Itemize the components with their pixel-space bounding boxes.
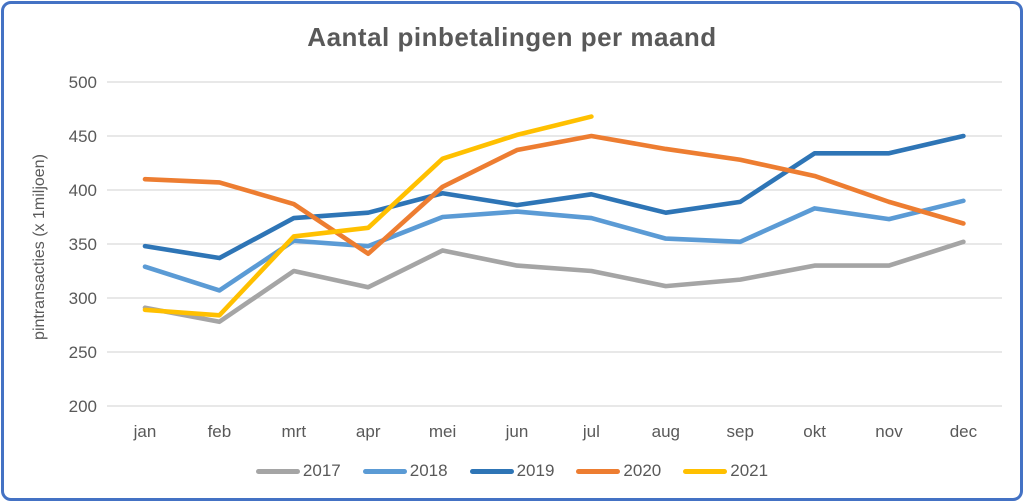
x-tick-label: jul [582,422,600,441]
series-line-2018 [142,198,966,293]
legend-swatch-2020 [576,468,621,474]
y-tick-label: 350 [69,235,97,254]
legend-item-2019: 2019 [469,461,555,481]
y-tick-label: 300 [69,289,97,308]
x-tick-label: dec [950,422,978,441]
x-tick-label: jun [505,422,529,441]
legend-item-2021: 2021 [683,461,768,481]
legend-label: 2020 [623,461,662,480]
x-tick-label: jan [133,422,157,441]
x-tick-label: okt [803,422,826,441]
y-tick-label: 500 [69,73,97,92]
legend-item-2017: 2017 [255,461,341,481]
x-tick-label: sep [726,422,753,441]
legend-swatch-2021 [683,468,728,474]
legend-item-2018: 2018 [362,461,448,481]
legend-swatch-2017 [255,468,300,474]
x-tick-label: nov [875,422,903,441]
series-line-2019 [142,133,966,261]
x-tick-label: mrt [282,422,307,441]
x-tick-label: mei [429,422,456,441]
y-tick-label: 200 [69,397,97,416]
legend-item-2020: 2020 [576,461,661,481]
legend: 2017 2018 2019 2020 2021 [0,454,1024,488]
y-tick-label: 450 [69,127,97,146]
legend-swatch-2019 [469,468,514,474]
chart-title: Aantal pinbetalingen per maand [307,22,717,52]
y-tick-label: 250 [69,343,97,362]
legend-swatch-2018 [362,468,407,474]
legend-label: 2019 [516,461,555,480]
x-tick-label: feb [208,422,232,441]
legend-label: 2017 [302,461,341,480]
y-tick-label: 400 [69,181,97,200]
x-tick-label: apr [356,422,381,441]
series-line-2021 [142,114,594,318]
legend-label: 2021 [730,461,769,480]
x-tick-label: aug [652,422,680,441]
series-line-2017 [142,239,966,325]
legend-label: 2018 [409,461,448,480]
series-line-2020 [142,133,966,257]
